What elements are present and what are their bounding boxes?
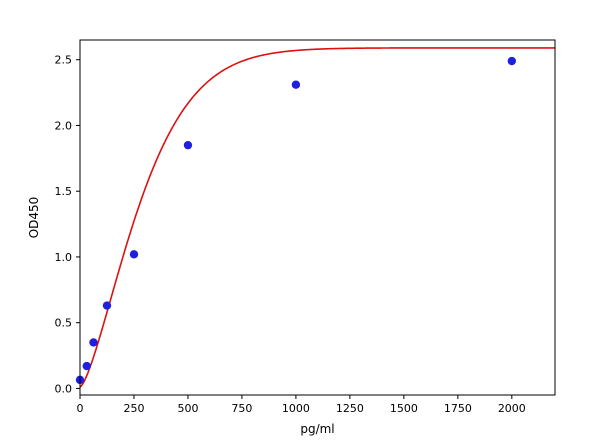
y-axis-ticks: 0.0 0.5 1.0 1.5 2.0 2.5: [55, 54, 80, 395]
y-axis-label: OD450: [27, 197, 41, 239]
fit-curve-line: [79, 47, 555, 388]
x-axis-label: pg/ml: [300, 422, 334, 436]
x-tick-label: 250: [123, 402, 144, 415]
y-tick-label: 0.0: [55, 382, 73, 395]
data-point: [291, 80, 301, 89]
y-tick-label: 2.5: [55, 54, 73, 67]
x-tick-label: 750: [231, 402, 252, 415]
y-tick-label: 1.0: [55, 251, 73, 264]
x-tick-label: 1750: [444, 402, 472, 415]
x-tick-label: 1000: [282, 402, 310, 415]
x-axis-ticks: 0 250 500 750 1000 1250 1500 1750 2000: [77, 395, 526, 415]
x-tick-label: 1250: [336, 402, 364, 415]
y-tick-label: 2.0: [55, 119, 73, 132]
x-tick-label: 1500: [390, 402, 418, 415]
data-point: [89, 338, 98, 347]
data-point: [82, 361, 91, 371]
data-point: [507, 56, 517, 66]
data-point: [183, 140, 193, 150]
y-tick-label: 0.5: [55, 317, 73, 330]
data-points-layer: [75, 56, 517, 385]
x-tick-label: 500: [177, 402, 198, 415]
fit-curve-layer: [79, 47, 555, 388]
y-tick-label: 1.5: [55, 185, 73, 198]
data-point: [129, 250, 139, 259]
x-tick-label: 2000: [498, 402, 526, 415]
data-point: [102, 301, 112, 310]
x-tick-label: 0: [77, 402, 84, 415]
plot-frame: [79, 39, 556, 396]
